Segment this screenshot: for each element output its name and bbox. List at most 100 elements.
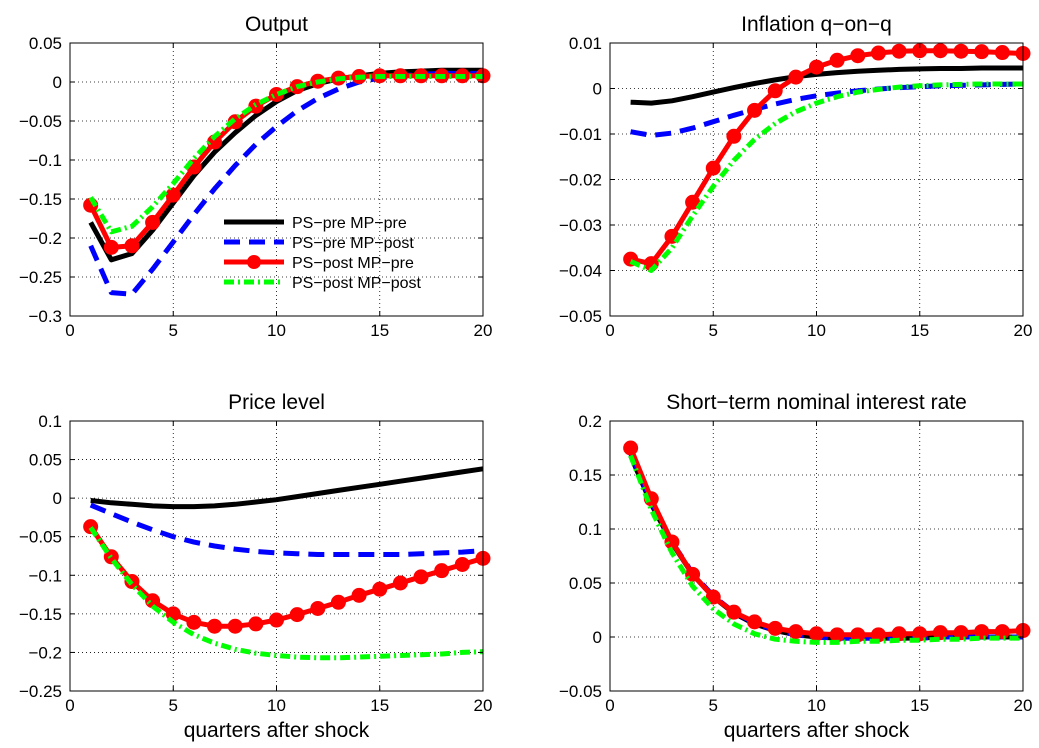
series-marker (351, 587, 367, 603)
series-marker (912, 626, 928, 642)
series-marker (809, 626, 824, 642)
series-marker (932, 625, 948, 641)
x-tick-label: 5 (709, 696, 718, 715)
series-line-4 (88, 526, 484, 661)
series-marker (145, 593, 161, 609)
series-marker (685, 566, 701, 582)
x-tick-label: 0 (605, 321, 614, 340)
series-marker (974, 44, 990, 60)
x-tick-label: 10 (807, 321, 826, 340)
legend-label: PS−post MP−pre (292, 255, 414, 272)
x-tick-label: 15 (370, 321, 389, 340)
chart-panel-3: 0 5 10 15 20 −0.25 −0.2 −0.15 −0.1 −0.05 0 0.05 0.1 P… (19, 391, 492, 742)
series-line-3 (628, 447, 1024, 638)
series-marker (434, 563, 450, 579)
y-tick-label: −0.05 (19, 112, 62, 131)
y-tick-label: −0.01 (559, 125, 602, 144)
series-line-4 (628, 454, 1023, 645)
y-tick-label: 0.05 (569, 574, 602, 593)
x-tick-label: 0 (65, 321, 74, 340)
series-marker (994, 624, 1010, 640)
y-tick-label: 0.1 (38, 412, 62, 431)
series-marker (413, 569, 429, 585)
series-marker (623, 440, 639, 456)
x-tick-label: 10 (267, 696, 286, 715)
x-tick-label: 5 (169, 321, 178, 340)
series-line-2 (628, 452, 1023, 641)
y-tick-label: −0.1 (28, 151, 62, 170)
y-tick-label: −0.05 (559, 307, 602, 326)
series-marker (809, 59, 824, 75)
series-marker (870, 45, 886, 61)
series-marker (289, 607, 305, 623)
y-tick-label: −0.1 (28, 566, 62, 585)
series-marker (788, 624, 804, 640)
series-marker (705, 160, 721, 176)
x-tick-label: 15 (910, 696, 929, 715)
y-tick-label: −0.15 (19, 605, 62, 624)
series-marker (103, 239, 119, 255)
series-marker (932, 43, 948, 59)
x-tick-label: 20 (1014, 696, 1033, 715)
y-tick-label: −0.2 (28, 229, 62, 248)
y-tick-label: 0 (53, 489, 62, 508)
series-marker (705, 589, 721, 605)
series-line-1 (88, 67, 483, 263)
x-tick-label: 20 (474, 321, 493, 340)
legend-marker (247, 255, 261, 269)
x-tick-label: 10 (267, 321, 286, 340)
chart-panel-2: 0 5 10 15 20 −0.05 −0.04 −0.03 −0.02 −0.01 0 0.01 In… (559, 13, 1032, 340)
chart-title: Short−term nominal interest rate (666, 391, 967, 414)
legend: PS−pre MP−pre PS−pre MP−post PS−post MP−pr… (224, 215, 422, 292)
series-marker (454, 556, 470, 572)
series-marker (994, 45, 1010, 61)
series-marker (829, 627, 845, 643)
y-tick-label: −0.15 (19, 190, 62, 209)
y-tick-label: −0.3 (28, 307, 62, 326)
x-axis-label: quarters after shock (184, 719, 370, 742)
series-marker (124, 238, 140, 254)
series-marker (227, 618, 243, 634)
chart-title: Price level (228, 391, 325, 414)
legend-label: PS−pre MP−pre (292, 215, 407, 232)
series-marker (186, 614, 202, 630)
series-marker (829, 52, 845, 68)
chart-title: Inflation q−on−q (741, 13, 892, 36)
series-marker (726, 128, 742, 144)
y-tick-label: 0.15 (569, 466, 602, 485)
y-tick-label: −0.05 (559, 682, 602, 701)
series-marker (850, 48, 866, 64)
y-tick-label: −0.2 (28, 643, 62, 662)
x-tick-label: 0 (605, 696, 614, 715)
y-tick-label: −0.04 (559, 262, 602, 281)
series-line-2 (89, 502, 484, 557)
series-marker (747, 614, 763, 630)
y-tick-label: 0 (593, 628, 602, 647)
x-axis-label: quarters after shock (724, 719, 910, 742)
series-marker (767, 83, 783, 99)
series-line-3 (630, 48, 1024, 267)
x-tick-label: 20 (1014, 321, 1033, 340)
y-tick-label: 0 (593, 80, 602, 99)
y-tick-label: 0 (53, 73, 62, 92)
series-marker (392, 575, 408, 591)
chart-panel-1: 0 5 10 15 20 −0.3 −0.25 −0.2 −0.15 −0.1 −0.05 0 0.05… (19, 13, 492, 340)
y-tick-label: −0.05 (19, 528, 62, 547)
series-marker (372, 581, 388, 597)
y-tick-label: 0.2 (578, 412, 602, 431)
chart-title: Output (245, 13, 308, 36)
x-tick-label: 0 (65, 696, 74, 715)
x-tick-label: 5 (709, 321, 718, 340)
series-line-1 (90, 466, 484, 510)
y-tick-label: −0.25 (19, 682, 62, 701)
y-tick-label: −0.03 (559, 216, 602, 235)
series-marker (974, 624, 990, 640)
series-marker (767, 620, 783, 636)
series-marker (165, 187, 181, 203)
y-tick-label: −0.02 (559, 171, 602, 190)
series-marker (747, 102, 763, 118)
x-tick-label: 5 (169, 696, 178, 715)
series-marker (310, 600, 326, 616)
series-line-2 (630, 81, 1024, 138)
